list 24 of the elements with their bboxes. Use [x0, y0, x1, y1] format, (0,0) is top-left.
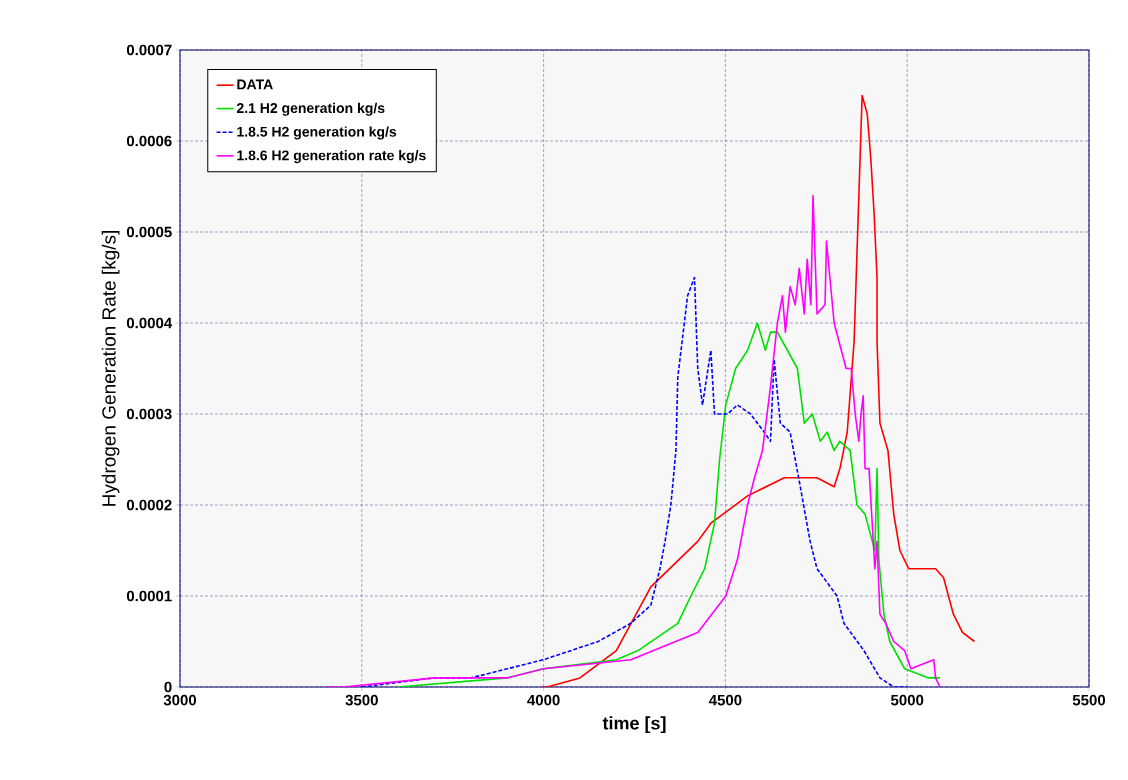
x-axis-title: time [s] — [602, 716, 666, 734]
y-tick-label: 0.0006 — [126, 135, 172, 147]
y-tick-label: 0.0007 — [126, 44, 172, 56]
legend-label: DATA — [237, 79, 273, 90]
x-tick-label: 3500 — [345, 694, 378, 706]
x-tick-label: 5000 — [890, 694, 924, 706]
line-series — [361, 276, 909, 687]
legend-label: 2.1 H2 generation kg/s — [236, 102, 385, 116]
x-tick-label: 4000 — [527, 694, 560, 706]
line-series — [397, 322, 941, 687]
line-series — [324, 194, 941, 687]
y-tick-label: 0.0003 — [126, 408, 172, 420]
y-tick-label: 0.0004 — [126, 317, 173, 329]
line-series — [540, 94, 976, 687]
legend-label: 1.8.5 H2 generation kg/s — [237, 126, 397, 140]
x-tick-label: 4500 — [708, 694, 742, 706]
y-tick-label: 0.0002 — [126, 499, 172, 511]
y-tick-label: 0 — [164, 681, 172, 693]
x-tick-label: 3000 — [163, 694, 197, 706]
y-tick-label: 0.0001 — [126, 590, 172, 602]
legend-label: 1.8.6 H2 generation rate kg/s — [237, 150, 426, 164]
y-axis-title: Hydrogen Generation Rate [kg/s] — [101, 231, 120, 506]
x-tick-label: 5500 — [1072, 694, 1106, 706]
y-tick-label: 0.0005 — [126, 226, 172, 238]
